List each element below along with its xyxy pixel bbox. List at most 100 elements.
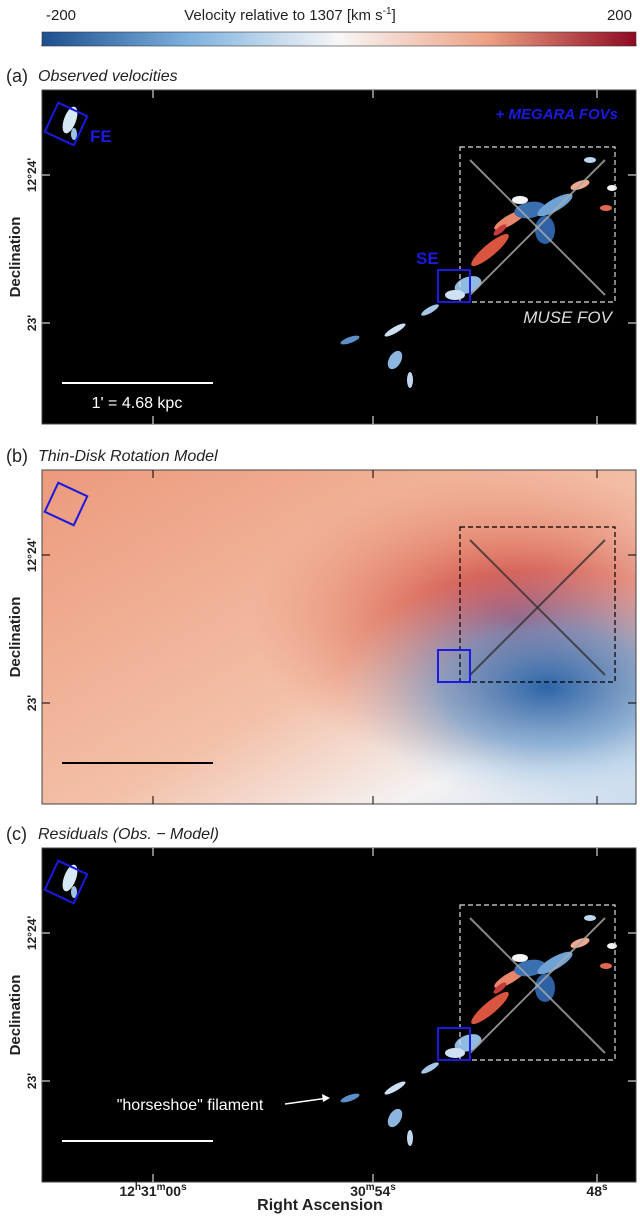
arrow: [284, 1097, 329, 1105]
tick-sup: s: [390, 1182, 396, 1193]
tick-part: 54: [375, 1183, 391, 1199]
panel-tag: (c): [6, 824, 27, 844]
frame: [41, 89, 637, 425]
label-sup: -1: [383, 6, 392, 17]
cross: [469, 917, 606, 1054]
emission: [584, 157, 596, 163]
frame: [41, 847, 637, 1183]
emission: [600, 205, 612, 211]
emission: [62, 106, 78, 134]
y-axis-label: Declination: [7, 975, 24, 1056]
emission: [71, 128, 77, 140]
y-tick-label: 12°24': [25, 538, 39, 572]
x-tick-label: 48s: [586, 1182, 608, 1199]
emission: [340, 335, 360, 345]
panel-image: [42, 90, 636, 424]
emission: [340, 1093, 360, 1103]
y-tick-label: 23': [25, 695, 39, 711]
sky-map: [42, 848, 636, 1182]
tick-sup: s: [181, 1182, 187, 1193]
muse-fov: [459, 526, 616, 683]
y-axis-label: Declination: [7, 597, 24, 678]
y-tick-label: 23': [25, 315, 39, 331]
megara-fov: [437, 1027, 471, 1061]
colorbar-tick-label: -200: [46, 7, 76, 24]
colorbar: [41, 31, 637, 47]
panel-tag: (b): [6, 446, 28, 466]
model-blue: [42, 470, 636, 804]
megara-fov: [43, 101, 89, 147]
emission: [537, 193, 573, 217]
emission: [535, 216, 555, 244]
muse-fov: [459, 904, 616, 1061]
tick-sup: m: [157, 1182, 166, 1193]
emission: [407, 372, 413, 388]
y-tick-label: 12°24': [25, 158, 39, 192]
x-tick-label: 12h31m00s: [119, 1182, 187, 1199]
emission: [535, 974, 555, 1002]
emission: [493, 224, 507, 236]
label-part: ]: [392, 7, 396, 24]
annotation: "horseshoe" filament: [117, 1097, 264, 1114]
megara-fov: [437, 649, 471, 683]
emission: [600, 963, 612, 969]
x-tick-label: 30m54s: [350, 1182, 396, 1199]
emission: [387, 1108, 403, 1128]
panel: 12°24' 23' Declination: [7, 469, 637, 805]
emission: [471, 233, 509, 267]
emission: [384, 323, 406, 337]
annotation: MUSE FOV: [523, 308, 613, 327]
annotation: SE: [416, 249, 439, 268]
panel-title: Residuals (Obs. − Model): [38, 826, 219, 843]
panel: 12°24' 23' Declination "horseshoe" filament: [7, 847, 637, 1183]
emission: [387, 350, 403, 370]
colorbar-tick-label: 200: [607, 7, 632, 24]
annotation: 1' = 4.68 kpc: [92, 395, 183, 412]
emission: [71, 886, 77, 898]
tick-part: 12: [119, 1183, 135, 1199]
tick-part: 48: [586, 1183, 602, 1199]
emission: [445, 290, 465, 300]
panel: 12°24' 23' Declination + MEGARA FOVs FE SE MUS…: [7, 89, 637, 425]
emission: [421, 1062, 439, 1074]
muse-fov: [459, 146, 616, 303]
tick-sup: h: [135, 1182, 141, 1193]
panel-image: [42, 470, 636, 804]
label-part: Velocity relative to 1307 [km s: [184, 7, 382, 24]
y-tick-label: 12°24': [25, 916, 39, 950]
annotation: FE: [90, 127, 112, 146]
emission: [62, 864, 78, 892]
emission: [537, 951, 573, 975]
panel-title: Thin-Disk Rotation Model: [38, 448, 218, 465]
emission: [421, 304, 439, 316]
annotation: + MEGARA FOVs: [496, 106, 618, 123]
emission: [471, 991, 509, 1025]
emission: [445, 1048, 465, 1058]
panel-tag: (a): [6, 66, 28, 86]
emission: [512, 954, 528, 962]
colorbar-label: Velocity relative to 1307 [km s-1]: [184, 6, 396, 24]
tick-part: 31: [141, 1183, 157, 1199]
emission: [584, 915, 596, 921]
tick-sup: m: [366, 1182, 375, 1193]
emission: [512, 196, 528, 204]
x-axis-label: Right Ascension: [257, 1197, 383, 1214]
megara-fov: [43, 859, 89, 905]
y-tick-label: 23': [25, 1073, 39, 1089]
emission: [384, 1081, 406, 1095]
tick-sup: s: [602, 1182, 608, 1193]
y-axis-label: Declination: [7, 217, 24, 298]
panel-title: Observed velocities: [38, 68, 178, 85]
cross: [469, 159, 606, 296]
megara-fov: [437, 269, 471, 303]
emission: [493, 982, 507, 994]
emission: [407, 1130, 413, 1146]
arrowhead: [322, 1094, 330, 1102]
panel-image: [42, 848, 636, 1182]
tick-part: 30: [350, 1183, 366, 1199]
sky-map: [42, 90, 636, 424]
megara-fov: [43, 481, 89, 527]
cross: [469, 539, 606, 676]
tick-part: 00: [166, 1183, 182, 1199]
